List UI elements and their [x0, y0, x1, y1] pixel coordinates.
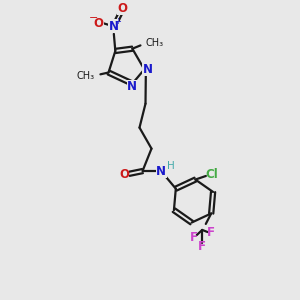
- Text: N: N: [109, 20, 119, 33]
- Text: O: O: [118, 2, 128, 15]
- Text: CH₃: CH₃: [146, 38, 164, 48]
- Text: O: O: [119, 168, 129, 181]
- Text: O: O: [93, 17, 103, 30]
- Text: F: F: [207, 226, 214, 239]
- Text: +: +: [114, 17, 121, 26]
- Text: CH₃: CH₃: [77, 70, 95, 80]
- Text: −: −: [88, 13, 98, 23]
- Text: N: N: [156, 165, 166, 178]
- Text: Cl: Cl: [206, 168, 218, 181]
- Text: F: F: [198, 240, 206, 253]
- Text: N: N: [143, 63, 153, 76]
- Text: F: F: [190, 231, 198, 244]
- Text: H: H: [167, 161, 175, 171]
- Text: N: N: [128, 80, 137, 93]
